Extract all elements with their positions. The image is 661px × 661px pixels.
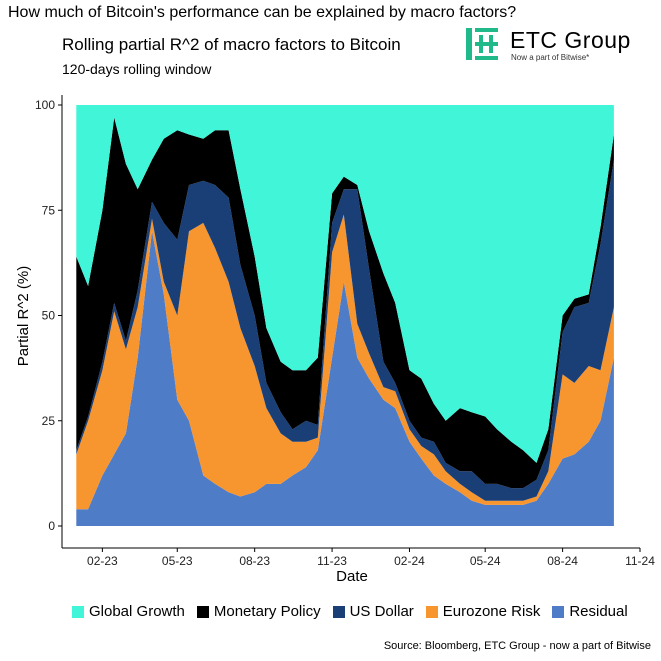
y-tick-label: 0 [48,519,55,533]
legend-swatch [332,605,345,618]
legend-label: Global Growth [89,603,185,620]
legend-label: Residual [569,603,628,620]
area-residual [76,231,614,527]
legend-label: Eurozone Risk [442,603,541,620]
chart-legend: Global Growth Monetary Policy US Dollar Eur… [72,603,628,620]
source-note: Source: Bloomberg, ETC Group - now a par… [383,640,651,652]
x-tick-label: 02-23 [87,554,118,568]
logo-tagline: Now a part of Bitwise* [511,53,590,62]
x-tick-label: 11-23 [317,554,347,568]
y-tick-label: 75 [42,203,56,217]
x-tick-label: 08-23 [239,554,270,568]
logo-name: ETC Group [510,27,631,53]
legend-item-us-dollar: US Dollar [332,603,414,620]
chart-title: Rolling partial R^2 of macro factors to … [62,35,401,54]
x-tick-label: 11-24 [625,554,655,568]
legend-swatch [196,605,209,618]
x-tick-label: 08-24 [547,554,578,568]
area-global-growth [76,105,614,463]
etc-logo-mark-icon [466,28,498,60]
y-axis-title: Partial R^2 (%) [15,266,32,366]
y-tick-label: 100 [35,98,55,112]
legend-swatch [72,605,84,618]
page-title: How much of Bitcoin's performance can be… [8,4,517,21]
legend-label: US Dollar [349,603,414,620]
legend-item-monetary-policy: Monetary Policy [196,603,321,620]
x-tick-label: 05-23 [162,554,193,568]
y-tick-label: 25 [42,414,56,428]
etc-group-logo: ETC Group Now a part of Bitwise* [466,27,656,64]
legend-label: Monetary Policy [213,603,321,620]
x-tick-label: 02-24 [394,554,425,568]
x-axis-title: Date [336,568,368,585]
chart-subtitle: 120-days rolling window [62,61,212,77]
legend-item-residual: Residual [552,603,628,620]
legend-swatch [425,605,438,618]
legend-item-global-growth: Global Growth [72,603,185,620]
y-tick-label: 50 [42,309,56,323]
x-tick-label: 05-24 [470,554,501,568]
legend-swatch [552,605,565,618]
area-eurozone-risk [76,214,614,510]
legend-item-eurozone-risk: Eurozone Risk [425,603,541,620]
